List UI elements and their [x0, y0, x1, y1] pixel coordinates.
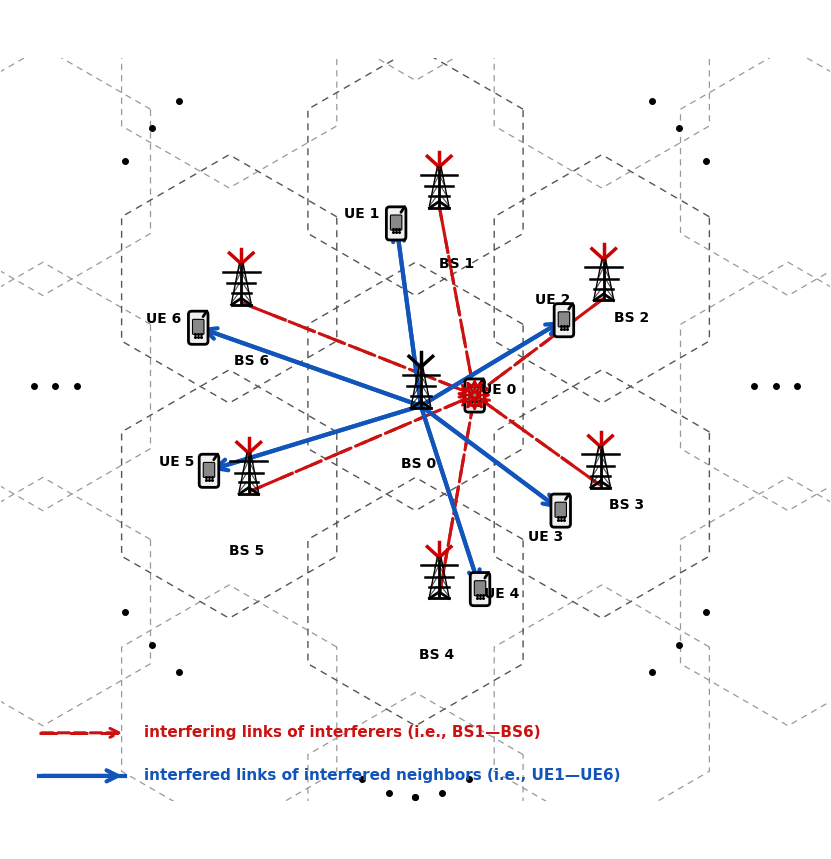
- FancyBboxPatch shape: [554, 303, 573, 337]
- Text: UE 3: UE 3: [528, 530, 563, 544]
- FancyBboxPatch shape: [204, 462, 214, 478]
- Text: UE 2: UE 2: [535, 294, 571, 308]
- Text: UE 5: UE 5: [159, 454, 194, 469]
- FancyBboxPatch shape: [199, 454, 219, 487]
- FancyBboxPatch shape: [386, 207, 406, 240]
- FancyBboxPatch shape: [470, 573, 489, 606]
- Text: UE 0: UE 0: [480, 383, 516, 397]
- Text: interfered links of interfered neighbors (i.e., UE1—UE6): interfered links of interfered neighbors…: [145, 768, 621, 783]
- FancyBboxPatch shape: [469, 387, 480, 402]
- FancyBboxPatch shape: [475, 581, 486, 596]
- FancyBboxPatch shape: [555, 503, 567, 517]
- Text: BS 6: BS 6: [234, 354, 269, 369]
- Text: UE 1: UE 1: [344, 207, 380, 222]
- Text: BS 3: BS 3: [609, 498, 644, 512]
- FancyBboxPatch shape: [189, 311, 208, 344]
- FancyBboxPatch shape: [465, 379, 484, 412]
- Text: interfering links of interferers (i.e., BS1—BS6): interfering links of interferers (i.e., …: [145, 725, 541, 740]
- FancyBboxPatch shape: [193, 320, 204, 334]
- FancyBboxPatch shape: [391, 215, 402, 230]
- Text: BS 5: BS 5: [229, 544, 264, 557]
- Text: BS 1: BS 1: [439, 258, 474, 271]
- Text: BS 4: BS 4: [420, 648, 455, 661]
- FancyBboxPatch shape: [551, 494, 570, 527]
- Text: UE 4: UE 4: [484, 587, 519, 601]
- Text: BS 0: BS 0: [401, 458, 436, 472]
- Text: UE 6: UE 6: [146, 312, 181, 326]
- FancyBboxPatch shape: [558, 312, 570, 327]
- Text: BS 2: BS 2: [614, 311, 649, 326]
